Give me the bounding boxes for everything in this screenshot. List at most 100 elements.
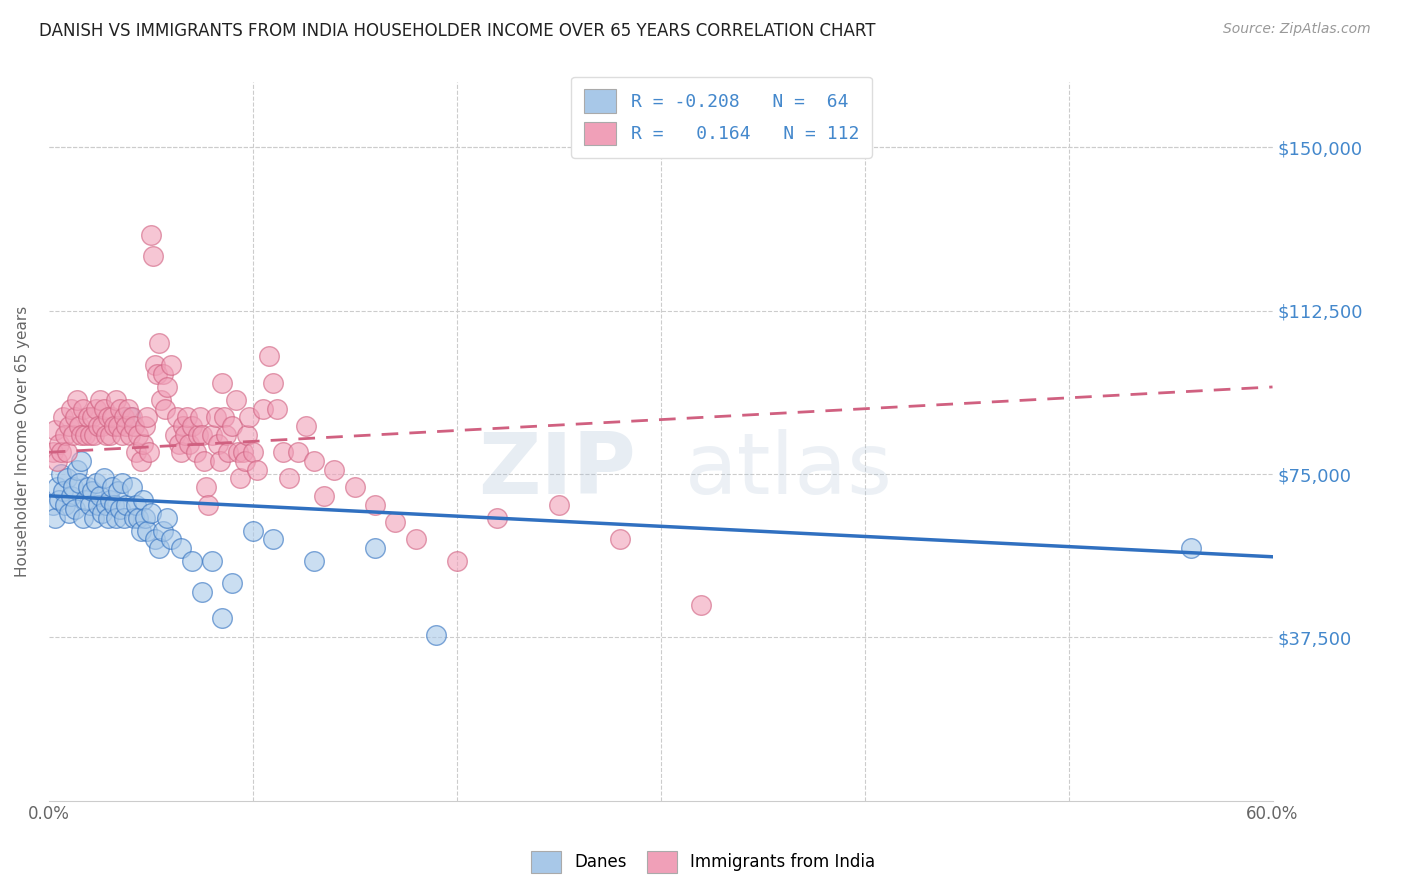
Point (42, 445, 65, 459)
Point (108, 401, 131, 416)
Point (134, 510, 156, 524)
Point (278, 471, 301, 485)
Point (44, 510, 66, 524)
Point (83, 428, 105, 442)
Point (66, 392, 89, 407)
Point (257, 350, 280, 364)
Point (148, 541, 170, 555)
Point (60, 401, 83, 416)
Point (65, 501, 87, 516)
Point (166, 410, 188, 425)
Point (70, 454, 93, 468)
Point (271, 445, 294, 459)
Legend: Danes, Immigrants from India: Danes, Immigrants from India (524, 845, 882, 880)
Point (146, 367, 169, 381)
Point (262, 376, 284, 390)
Point (107, 484, 129, 499)
Point (120, 410, 142, 425)
Legend: R = -0.208   N =  64, R =   0.164   N = 112: R = -0.208 N = 64, R = 0.164 N = 112 (571, 77, 872, 158)
Point (94, 498, 117, 512)
Point (103, 498, 125, 512)
Point (129, 454, 152, 468)
Point (83, 510, 105, 524)
Point (45, 454, 67, 468)
Point (302, 554, 325, 568)
Point (233, 454, 256, 468)
Point (294, 419, 316, 434)
Point (76, 410, 98, 425)
Point (153, 401, 176, 416)
Point (105, 392, 128, 407)
Point (44, 424, 66, 438)
Point (266, 401, 288, 416)
Point (90, 419, 112, 434)
Point (62, 480, 84, 494)
Point (93, 401, 115, 416)
Point (1180, 541, 1202, 555)
Point (179, 436, 201, 450)
Point (65, 410, 87, 425)
Point (58, 419, 80, 434)
Point (66, 463, 89, 477)
Point (48, 493, 70, 508)
Point (90, 506, 112, 520)
Point (138, 445, 160, 459)
Point (111, 428, 134, 442)
Point (97, 510, 120, 524)
Point (135, 410, 157, 425)
Point (169, 436, 191, 450)
Point (190, 428, 212, 442)
Point (103, 419, 125, 434)
Point (174, 428, 197, 442)
Point (143, 358, 166, 372)
Point (160, 358, 183, 372)
Point (172, 419, 194, 434)
Point (242, 524, 264, 538)
Point (129, 524, 152, 538)
Point (690, 598, 713, 612)
Point (225, 392, 247, 407)
Point (121, 480, 143, 494)
Point (211, 611, 233, 625)
Point (128, 428, 150, 442)
Point (89, 489, 111, 503)
Point (128, 510, 150, 524)
Point (215, 428, 238, 442)
Point (67, 419, 90, 434)
Point (165, 428, 187, 442)
Point (121, 410, 143, 425)
Point (94, 428, 117, 442)
Point (98, 428, 121, 442)
Point (221, 419, 243, 434)
Point (79, 428, 101, 442)
Point (101, 480, 124, 494)
Point (156, 510, 179, 524)
Point (117, 401, 139, 416)
Text: ZIP: ZIP (478, 429, 636, 512)
Point (323, 463, 346, 477)
Point (49, 445, 72, 459)
Point (180, 419, 202, 434)
Point (193, 454, 215, 468)
Point (79, 498, 101, 512)
Point (105, 510, 128, 524)
Point (228, 445, 250, 459)
Point (62, 428, 84, 442)
Point (53, 428, 76, 442)
Point (235, 428, 257, 442)
Text: Source: ZipAtlas.com: Source: ZipAtlas.com (1223, 22, 1371, 37)
Point (142, 249, 165, 263)
Text: atlas: atlas (685, 429, 893, 512)
Point (139, 506, 162, 520)
Point (302, 454, 325, 468)
Point (80, 410, 103, 425)
Point (180, 554, 202, 568)
Point (176, 410, 198, 425)
Point (86, 498, 108, 512)
Point (45, 480, 67, 494)
Point (125, 498, 148, 512)
Point (56, 445, 79, 459)
Point (89, 392, 111, 407)
Point (201, 428, 224, 442)
Point (425, 628, 447, 642)
